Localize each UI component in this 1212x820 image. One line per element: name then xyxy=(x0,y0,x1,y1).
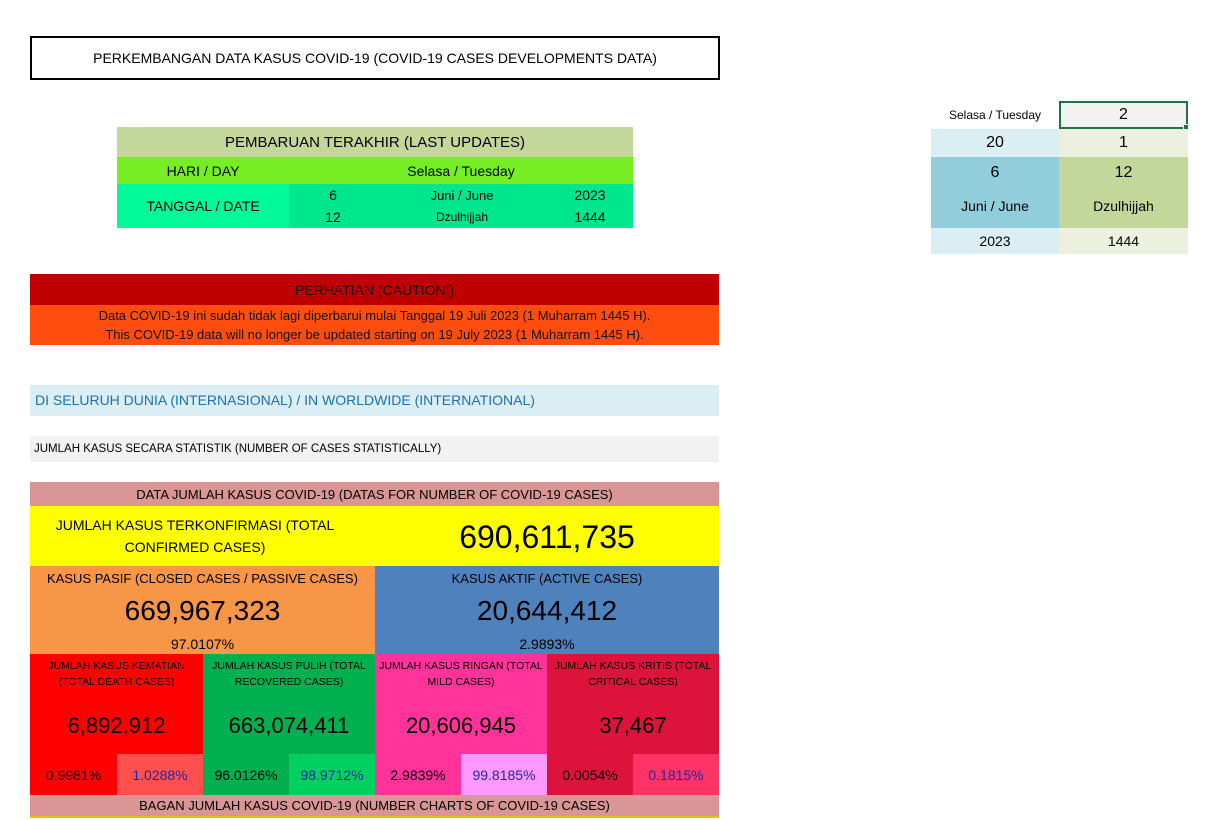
caution-body: Data COVID-19 ini sudah tidak lagi diper… xyxy=(30,305,719,345)
side-h-day[interactable]: 12 xyxy=(1114,164,1133,181)
active-value: 20,644,412 xyxy=(476,595,618,626)
critical-value: 37,467 xyxy=(599,713,667,738)
recovered-block: JUMLAH KASUS PULIH (TOTAL RECOVERED CASE… xyxy=(203,654,375,795)
confirmed-label: JUMLAH KASUS TERKONFIRMASI (TOTAL CONFIR… xyxy=(55,517,335,555)
mild-label: JUMLAH KASUS RINGAN (TOTAL MILD CASES) xyxy=(379,660,543,688)
mild-pct-confirmed: 2.9839% xyxy=(390,766,446,783)
closed-label: KASUS PASIF (CLOSED CASES / PASSIVE CASE… xyxy=(47,570,358,586)
cases-header: DATA JUMLAH KASUS COVID-19 (DATAS FOR NU… xyxy=(30,482,719,506)
date-values: 6 Juni / June 2023 12 Dzulhijjah 1444 xyxy=(289,184,633,228)
gregorian-month[interactable]: Juni / June xyxy=(430,187,494,203)
mild-pct-active: 99.8185% xyxy=(461,754,547,795)
recovered-value: 663,074,411 xyxy=(228,713,350,738)
mild-value: 20,606,945 xyxy=(405,713,517,738)
gregorian-year[interactable]: 2023 xyxy=(574,187,606,203)
mild-block: JUMLAH KASUS RINGAN (TOTAL MILD CASES) 2… xyxy=(375,654,547,795)
hijri-year[interactable]: 1444 xyxy=(574,209,606,225)
critical-pct-confirmed: 0.0054% xyxy=(562,766,618,783)
closed-percentage: 97.0107% xyxy=(170,636,235,652)
side-g-month[interactable]: Juni / June xyxy=(961,198,1029,214)
page-title: PERKEMBANGAN DATA KASUS COVID-19 (COVID-… xyxy=(30,36,720,80)
recovered-pct-confirmed: 96.0126% xyxy=(214,766,278,783)
statistic-heading: JUMLAH KASUS SECARA STATISTIK (NUMBER OF… xyxy=(30,436,719,462)
gregorian-day[interactable]: 6 xyxy=(329,187,337,203)
critical-label: JUMLAH KASUS KRITIS (TOTAL CRITICAL CASE… xyxy=(554,660,712,688)
death-block: JUMLAH KASUS KEMATIAN (TOTAL DEATH CASES… xyxy=(30,654,203,795)
recovered-pct-closed: 98.9712% xyxy=(289,754,375,795)
side-century[interactable]: 20 xyxy=(931,129,1059,157)
critical-pct-active: 0.1815% xyxy=(633,754,719,795)
hijri-day[interactable]: 12 xyxy=(325,209,341,225)
day-label: HARI / DAY xyxy=(117,157,289,184)
closed-value: 669,967,323 xyxy=(124,595,281,626)
side-weekday-offset[interactable]: 1 xyxy=(1059,129,1188,157)
side-hijri-block: 12 Dzulhijjah xyxy=(1059,157,1188,228)
closed-block: KASUS PASIF (CLOSED CASES / PASSIVE CASE… xyxy=(30,566,375,654)
worldwide-heading: DI SELURUH DUNIA (INTERNASIONAL) / IN WO… xyxy=(30,385,719,416)
date-label: TANGGAL / DATE xyxy=(117,184,289,228)
hijri-month[interactable]: Dzulhijjah xyxy=(435,210,489,224)
confirmed-row: JUMLAH KASUS TERKONFIRMASI (TOTAL CONFIR… xyxy=(30,506,719,566)
side-day-name[interactable]: Selasa / Tuesday xyxy=(931,101,1059,129)
critical-block: JUMLAH KASUS KRITIS (TOTAL CRITICAL CASE… xyxy=(547,654,719,795)
active-label: KASUS AKTIF (ACTIVE CASES) xyxy=(451,570,643,586)
side-gregorian-block: 6 Juni / June xyxy=(931,157,1059,228)
side-g-day[interactable]: 6 xyxy=(990,164,1000,181)
side-day-index[interactable]: 2 xyxy=(1059,101,1188,129)
side-h-year[interactable]: 1444 xyxy=(1059,228,1188,254)
death-pct-closed: 1.0288% xyxy=(117,754,203,795)
active-percentage: 2.9893% xyxy=(519,636,575,652)
recovered-label: JUMLAH KASUS PULIH (TOTAL RECOVERED CASE… xyxy=(212,660,366,688)
death-value: 6,892,912 xyxy=(67,713,166,738)
last-update-title: PEMBARUAN TERAKHIR (LAST UPDATES) xyxy=(117,127,633,157)
death-pct-confirmed: 0.9981% xyxy=(45,766,102,783)
active-block: KASUS AKTIF (ACTIVE CASES) 20,644,412 2.… xyxy=(375,566,719,654)
side-h-month[interactable]: Dzulhijjah xyxy=(1093,198,1154,214)
death-label: JUMLAH KASUS KEMATIAN (TOTAL DEATH CASES… xyxy=(48,660,185,688)
side-g-year[interactable]: 2023 xyxy=(931,228,1059,254)
caution-line-1: Data COVID-19 ini sudah tidak lagi diper… xyxy=(98,308,651,323)
caution-title: PERHATIAN (CAUTION!) xyxy=(30,274,719,305)
caution-line-2: This COVID-19 data will no longer be upd… xyxy=(105,327,644,342)
charts-header: BAGAN JUMLAH KASUS COVID-19 (NUMBER CHAR… xyxy=(30,795,719,818)
confirmed-value: 690,611,735 xyxy=(459,518,635,555)
day-value[interactable]: Selasa / Tuesday xyxy=(289,157,633,184)
